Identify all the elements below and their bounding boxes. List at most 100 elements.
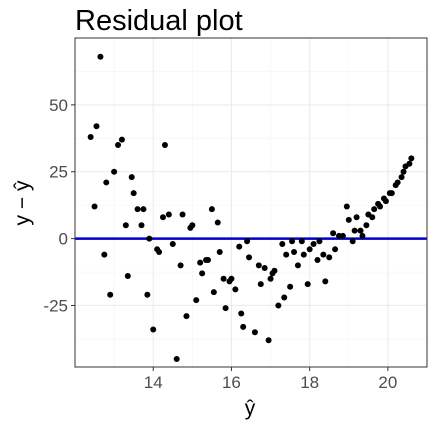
- data-point: [351, 227, 358, 234]
- data-point: [124, 273, 131, 280]
- data-point: [173, 355, 180, 362]
- data-point: [103, 179, 110, 186]
- data-point: [236, 243, 243, 250]
- data-point: [300, 251, 307, 258]
- data-point: [107, 291, 114, 298]
- y-axis-label: y − ŷ: [11, 180, 34, 225]
- y-axis-title: y − ŷ: [11, 180, 34, 225]
- data-point: [310, 240, 317, 247]
- data-point: [232, 286, 239, 293]
- y-axis-ticks: -25 0 25 50: [43, 96, 75, 315]
- data-point: [144, 291, 151, 298]
- data-point: [255, 262, 262, 269]
- data-point: [294, 262, 301, 269]
- data-point: [128, 174, 135, 181]
- data-point: [91, 203, 98, 210]
- data-point: [222, 305, 229, 312]
- data-point: [275, 302, 282, 309]
- data-point: [322, 278, 329, 285]
- y-tick-label: -25: [43, 296, 68, 315]
- chart-title: Residual plot: [75, 5, 243, 37]
- data-point: [156, 248, 163, 255]
- data-point: [271, 267, 278, 274]
- data-point: [197, 259, 204, 266]
- data-point: [291, 248, 298, 255]
- data-point: [101, 251, 108, 258]
- data-point: [204, 257, 211, 264]
- data-point: [189, 222, 196, 229]
- data-point: [150, 326, 157, 333]
- data-point: [97, 53, 104, 60]
- x-tick-label: 16: [222, 373, 241, 392]
- data-point: [193, 297, 200, 304]
- data-point: [228, 275, 235, 282]
- data-point: [220, 275, 227, 282]
- data-point: [382, 198, 389, 205]
- data-point: [363, 222, 370, 229]
- x-axis-ticks: 14 16 18 20: [144, 367, 397, 392]
- data-point: [177, 262, 184, 269]
- data-point: [357, 227, 364, 234]
- data-point: [371, 206, 378, 213]
- data-point: [398, 174, 405, 181]
- data-point: [339, 232, 346, 239]
- data-point: [240, 323, 247, 330]
- data-point: [261, 265, 268, 272]
- data-point: [179, 211, 186, 218]
- data-point: [343, 203, 350, 210]
- data-point: [160, 214, 166, 221]
- data-point: [304, 281, 311, 288]
- data-point: [298, 238, 305, 245]
- data-point: [281, 294, 288, 301]
- data-point: [320, 251, 327, 258]
- y-tick-label: 25: [49, 163, 68, 182]
- data-point: [118, 136, 125, 143]
- data-point: [146, 235, 153, 242]
- grid-lines: [75, 38, 428, 367]
- data-point: [330, 230, 337, 237]
- data-point: [359, 232, 366, 239]
- data-point: [326, 254, 333, 261]
- x-axis-label: ŷ: [245, 397, 256, 420]
- data-point: [214, 219, 221, 226]
- data-point: [279, 240, 286, 247]
- data-point: [332, 246, 339, 253]
- data-point: [353, 214, 360, 221]
- data-point: [199, 270, 206, 277]
- data-point: [138, 222, 145, 229]
- data-point: [289, 238, 296, 245]
- data-point: [408, 155, 415, 162]
- data-point: [267, 275, 274, 282]
- data-point: [306, 246, 313, 253]
- data-point: [251, 329, 258, 336]
- data-point: [400, 168, 407, 175]
- data-points: [87, 53, 415, 362]
- data-point: [93, 123, 100, 130]
- data-point: [265, 337, 272, 344]
- data-point: [216, 248, 223, 255]
- data-point: [316, 238, 323, 245]
- data-point: [377, 203, 384, 210]
- data-point: [87, 133, 94, 140]
- data-point: [283, 251, 290, 258]
- data-point: [349, 238, 356, 245]
- data-point: [111, 168, 118, 175]
- data-point: [345, 216, 352, 223]
- data-point: [244, 238, 251, 245]
- data-point: [394, 179, 401, 186]
- data-point: [140, 206, 147, 213]
- data-point: [369, 214, 376, 221]
- data-point: [165, 211, 172, 218]
- y-tick-label: 0: [59, 230, 68, 249]
- data-point: [161, 141, 168, 148]
- data-point: [210, 289, 217, 296]
- data-point: [134, 206, 141, 213]
- data-point: [238, 310, 245, 317]
- data-point: [130, 190, 137, 197]
- data-point: [314, 257, 321, 264]
- data-point: [115, 141, 122, 148]
- data-point: [388, 190, 395, 197]
- data-point: [208, 206, 215, 213]
- data-point: [169, 240, 176, 247]
